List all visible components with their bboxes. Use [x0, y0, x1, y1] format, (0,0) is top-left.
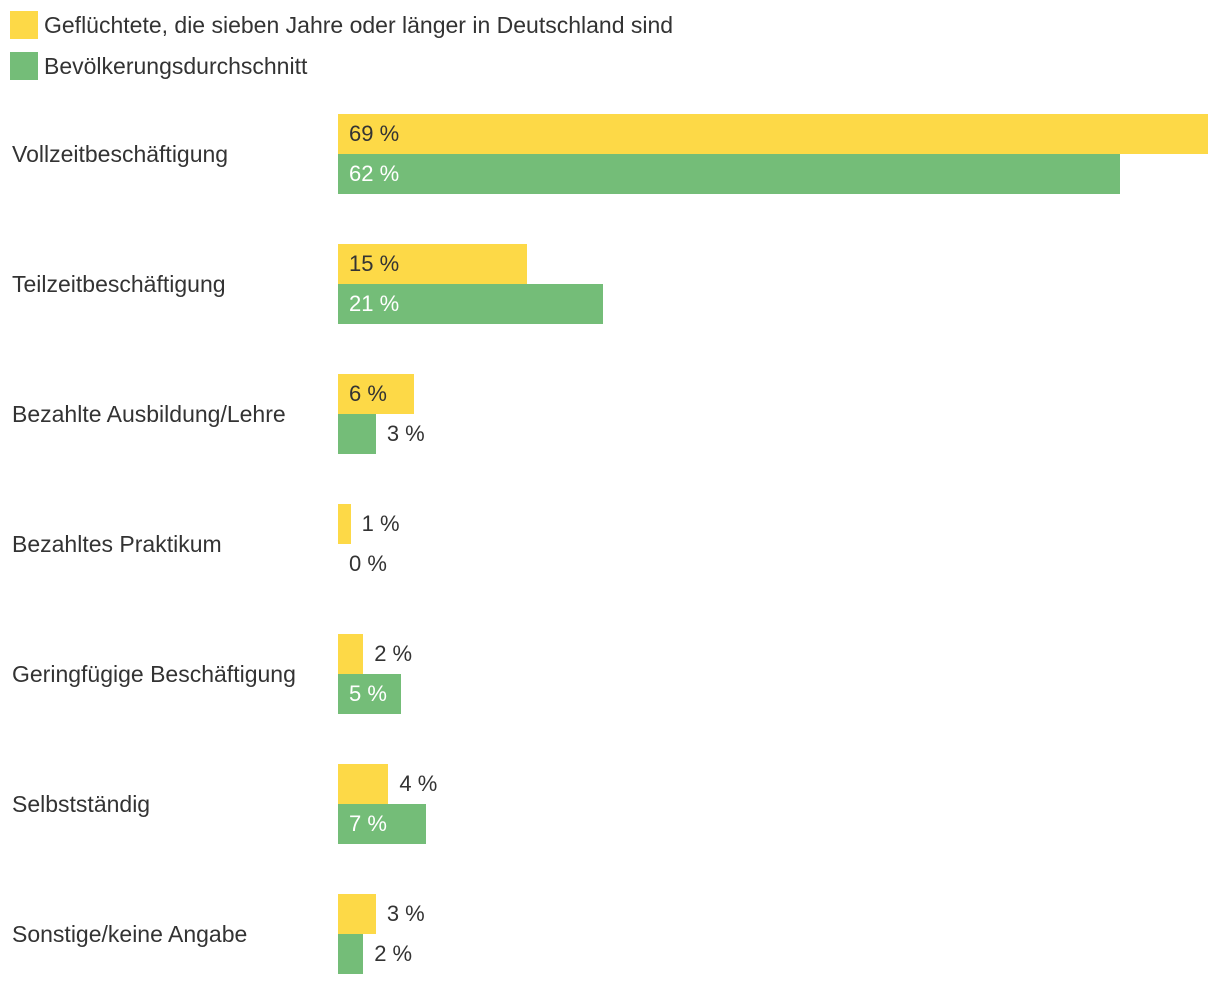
- legend-label: Bevölkerungsdurchschnitt: [44, 53, 308, 79]
- category-label: Bezahlte Ausbildung/Lehre: [12, 401, 286, 427]
- data-label: 3 %: [386, 901, 425, 926]
- bar-series-2: [338, 934, 364, 974]
- bar-series-2: [338, 674, 402, 714]
- data-label: 69 %: [349, 121, 400, 146]
- data-label: 2 %: [374, 641, 413, 666]
- data-label: 4 %: [399, 771, 438, 796]
- data-label: 62 %: [349, 161, 400, 186]
- category-label: Sonstige/keine Angabe: [12, 921, 248, 947]
- category-label: Teilzeitbeschäftigung: [12, 271, 226, 297]
- bar-series-2: [338, 804, 427, 844]
- bar-series-1: [338, 244, 528, 284]
- bar-series-1: [338, 634, 364, 674]
- data-label: 6 %: [349, 381, 387, 406]
- category-label: Selbstständig: [12, 791, 151, 817]
- category-label: Geringfügige Beschäftigung: [12, 661, 296, 687]
- bar-series-2: [338, 154, 1120, 194]
- bar-series-1: [338, 764, 389, 804]
- data-label: 5 %: [349, 681, 387, 706]
- category-label: Bezahltes Praktikum: [12, 531, 222, 557]
- legend-label: Geflüchtete, die sieben Jahre oder länge…: [44, 12, 674, 38]
- bar-series-2: [338, 284, 603, 324]
- legend-swatch: [10, 11, 38, 39]
- data-label: 7 %: [349, 811, 387, 836]
- bar-series-2: [338, 414, 376, 454]
- category-label: Vollzeitbeschäftigung: [12, 141, 229, 167]
- data-label: 15 %: [349, 251, 400, 276]
- bar-series-1: [338, 374, 414, 414]
- data-label: 0 %: [349, 551, 387, 576]
- legend-item-2: Bevölkerungsdurchschnitt: [10, 52, 307, 80]
- legend-item-1: Geflüchtete, die sieben Jahre oder länge…: [10, 11, 673, 39]
- bar-series-1: [338, 114, 1208, 154]
- legend-swatch: [10, 52, 38, 80]
- data-label: 21 %: [349, 291, 400, 316]
- bar-series-1: [338, 504, 351, 544]
- data-label: 3 %: [386, 421, 425, 446]
- bar-series-1: [338, 894, 376, 934]
- data-label: 2 %: [374, 941, 413, 966]
- data-label: 1 %: [361, 511, 400, 536]
